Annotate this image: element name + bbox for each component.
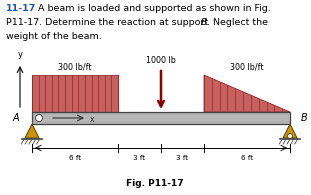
Polygon shape bbox=[25, 124, 39, 138]
Text: weight of the beam.: weight of the beam. bbox=[6, 32, 102, 41]
Text: A beam is loaded and supported as shown in Fig.: A beam is loaded and supported as shown … bbox=[38, 4, 271, 13]
Text: 300 lb/ft: 300 lb/ft bbox=[58, 62, 92, 71]
Text: 1000 lb: 1000 lb bbox=[146, 56, 176, 65]
Circle shape bbox=[287, 134, 293, 138]
Text: A: A bbox=[13, 113, 19, 123]
Text: 11-17: 11-17 bbox=[6, 4, 36, 13]
Text: 6 ft: 6 ft bbox=[69, 155, 81, 161]
Text: x: x bbox=[90, 114, 95, 123]
Text: y: y bbox=[17, 50, 22, 59]
Polygon shape bbox=[32, 75, 118, 112]
Circle shape bbox=[35, 114, 43, 121]
Text: 300 lb/ft: 300 lb/ft bbox=[230, 62, 264, 71]
Text: B: B bbox=[301, 113, 307, 123]
Text: 3 ft: 3 ft bbox=[176, 155, 188, 161]
Text: Fig. P11-17: Fig. P11-17 bbox=[126, 179, 184, 188]
Bar bbox=[32, 112, 290, 124]
Text: . Neglect the: . Neglect the bbox=[207, 18, 268, 27]
Text: 3 ft: 3 ft bbox=[133, 155, 146, 161]
Text: P11-17. Determine the reaction at support: P11-17. Determine the reaction at suppor… bbox=[6, 18, 208, 27]
Text: 6 ft: 6 ft bbox=[241, 155, 253, 161]
Polygon shape bbox=[204, 75, 290, 112]
Text: B: B bbox=[198, 18, 207, 27]
Polygon shape bbox=[283, 124, 297, 138]
